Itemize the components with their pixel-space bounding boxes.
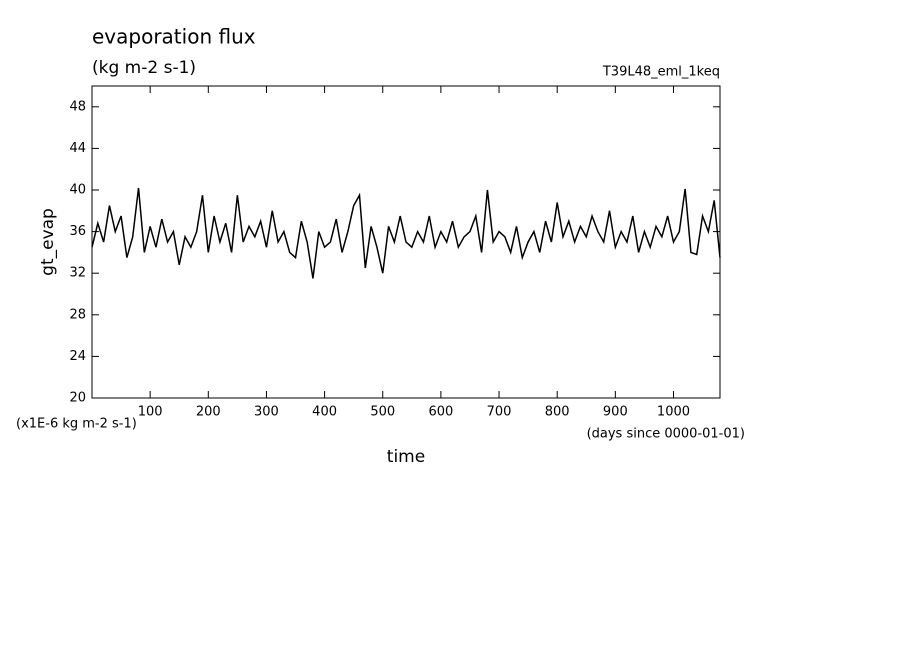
x-tick-label: 400 (312, 405, 337, 420)
y-tick-label: 48 (69, 99, 86, 114)
x-axis-label: time (387, 447, 425, 467)
y-unit-note: (x1E-6 kg m-2 s-1) (16, 417, 137, 432)
x-tick-label: 800 (545, 405, 570, 420)
x-unit-note: (days since 0000-01-01) (587, 427, 745, 442)
x-tick-label: 900 (603, 405, 628, 420)
y-tick-label: 24 (69, 349, 86, 364)
y-tick-label: 40 (69, 183, 86, 198)
y-tick-label: 28 (69, 307, 86, 322)
x-tick-label: 300 (254, 405, 279, 420)
chart-subtitle: (kg m-2 s-1) (92, 58, 196, 78)
x-tick-label: 500 (370, 405, 395, 420)
data-line (91, 187, 721, 279)
y-tick-label: 20 (69, 391, 86, 406)
plot-frame (91, 85, 721, 399)
x-tick-label: 200 (196, 405, 221, 420)
y-tick-label: 32 (69, 266, 86, 281)
chart-title: evaporation flux (92, 25, 256, 49)
y-tick-label: 36 (69, 224, 86, 239)
y-tick-label: 44 (69, 141, 86, 156)
y-axis-label: gt_evap (38, 208, 58, 276)
x-tick-label: 1000 (657, 405, 690, 420)
x-tick-label: 600 (428, 405, 453, 420)
run-label: T39L48_eml_1keq (602, 65, 720, 80)
x-tick-label: 100 (138, 405, 163, 420)
x-tick-label: 700 (487, 405, 512, 420)
